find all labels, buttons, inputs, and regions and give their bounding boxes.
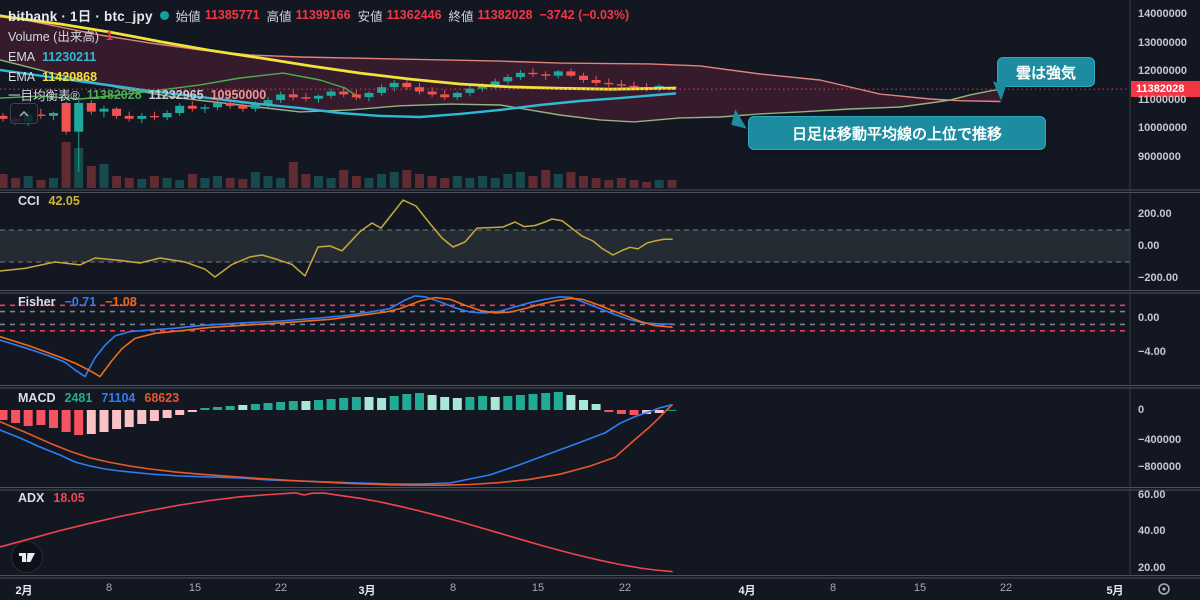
price-tick: 9000000 (1138, 151, 1181, 163)
time-tick: 22 (618, 582, 632, 594)
ema-fast-legend[interactable]: EMA 11230211 (8, 50, 97, 64)
price-tick: 0.00 (1138, 240, 1160, 252)
macd-legend[interactable]: MACD 2481 71104 68623 (18, 391, 180, 405)
ohlc-close: 終値 11382028 (448, 8, 533, 24)
time-tick: 8 (105, 582, 113, 594)
last-price-badge[interactable]: 11382028 (1131, 81, 1200, 97)
price-tick: 13000000 (1138, 37, 1187, 49)
time-tick: 15 (913, 582, 927, 594)
volume-legend[interactable]: Volume (出来高) 1 (8, 28, 113, 45)
price-tick: 0.00 (1138, 312, 1160, 324)
time-tick: 4月 (738, 585, 756, 597)
price-tick: −400000 (1138, 434, 1182, 446)
legend-collapse-button[interactable] (10, 103, 38, 124)
ichimoku-legend[interactable]: 一目均衡表® 11382028 11232965 10950000 (8, 87, 267, 104)
ohlc-open: 始値 11385771 (175, 8, 260, 24)
price-tick: 60.00 (1138, 489, 1166, 501)
price-tick: 10000000 (1138, 122, 1187, 134)
time-tick: 5月 (1106, 585, 1124, 597)
price-tick: 20.00 (1138, 562, 1166, 574)
market-status-dot (159, 10, 169, 20)
time-tick: 8 (449, 582, 457, 594)
price-tick: −4.00 (1138, 346, 1166, 358)
price-tick: 0 (1138, 404, 1145, 416)
chevron-up-icon (19, 110, 29, 117)
ohlc-high: 高値 11399166 (266, 8, 351, 24)
price-tick: 11000000 (1138, 94, 1187, 106)
adx-legend[interactable]: ADX 18.05 (18, 491, 85, 505)
tradingview-logo[interactable] (10, 540, 44, 574)
price-change: −3742 (−0.03%) (539, 8, 630, 22)
symbol-header[interactable]: bitbank · 1日 · btc_jpy 始値 11385771 高値 1139… (8, 5, 629, 25)
price-tick: 12000000 (1138, 65, 1187, 77)
price-tick: −800000 (1138, 461, 1182, 473)
time-tick: 8 (829, 582, 837, 594)
time-tick: 22 (274, 582, 288, 594)
price-tick: −200.00 (1138, 272, 1179, 284)
time-tick: 3月 (358, 585, 376, 597)
symbol-title: bitbank · 1日 · btc_jpy (8, 9, 153, 24)
time-tick: 15 (188, 582, 202, 594)
callout-above-ma[interactable]: 日足は移動平均線の上位で推移 (731, 109, 1046, 150)
ema-slow-legend[interactable]: EMA 11420868 (8, 70, 98, 84)
ohlc-low: 安値 11362446 (357, 8, 442, 24)
callout-cloud-bullish[interactable]: 雲は強気 (987, 57, 1095, 101)
price-tick: 40.00 (1138, 525, 1166, 537)
time-tick: 22 (999, 582, 1013, 594)
time-axis-settings-gear-icon[interactable] (1156, 581, 1172, 597)
price-tick: 14000000 (1138, 8, 1187, 20)
fisher-legend[interactable]: Fisher −0.71 −1.08 (18, 295, 137, 309)
time-tick: 2月 (15, 585, 33, 597)
time-tick: 15 (531, 582, 545, 594)
cci-legend[interactable]: CCI 42.05 (18, 194, 80, 208)
callout-tail (731, 109, 751, 129)
price-tick: 200.00 (1138, 208, 1172, 220)
